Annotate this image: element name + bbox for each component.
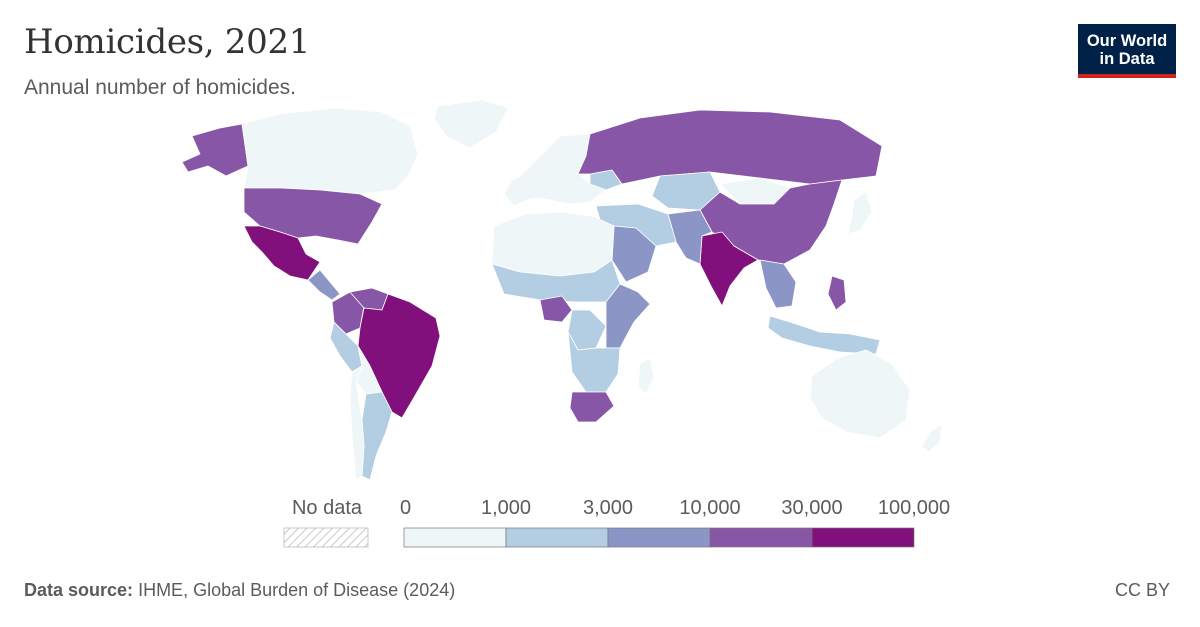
map-region-south-africa[interactable]: South Africa bbox=[569, 391, 615, 423]
data-source: Data source: IHME, Global Burden of Dise… bbox=[24, 580, 455, 601]
legend-bin-0[interactable] bbox=[403, 527, 507, 548]
chart-subtitle: Annual number of homicides. bbox=[24, 76, 296, 99]
map-region-afghanistan-pakistan[interactable]: Afghanistan & Pakistan bbox=[667, 209, 713, 265]
logo-line-1: Our World bbox=[1086, 32, 1168, 50]
legend-bin-3[interactable] bbox=[709, 527, 813, 548]
map-region-north-africa[interactable]: North Africa bbox=[491, 211, 615, 277]
map-region-indonesia[interactable]: Indonesia bbox=[767, 315, 881, 355]
legend-tick-5: 100,000 bbox=[878, 497, 950, 519]
map-region-russia[interactable]: Russia bbox=[577, 109, 883, 185]
legend-tick-4: 30,000 bbox=[781, 497, 842, 519]
map-region-japan[interactable]: Japan bbox=[847, 191, 873, 235]
map-region-madagascar[interactable]: Madagascar bbox=[637, 357, 655, 395]
map-region-chile[interactable]: Chile bbox=[349, 365, 365, 481]
map-region-alaska[interactable]: USA (Alaska) bbox=[181, 123, 249, 177]
map-region-new-zealand[interactable]: New Zealand bbox=[921, 423, 943, 453]
map-region-mexico[interactable]: Mexico bbox=[243, 225, 321, 281]
legend-bin-1[interactable] bbox=[505, 527, 609, 548]
map-region-nigeria[interactable]: Nigeria bbox=[539, 295, 573, 323]
map-region-central-america[interactable]: Central America bbox=[307, 269, 341, 301]
legend-no-data-swatch bbox=[283, 527, 369, 548]
legend-no-data-label: No data bbox=[292, 497, 363, 519]
legend-tick-1: 1,000 bbox=[481, 497, 531, 519]
map-region-australia[interactable]: Australia bbox=[809, 349, 911, 439]
license-link[interactable]: CC BY bbox=[1114, 580, 1170, 600]
map-region-east-africa[interactable]: East Africa bbox=[605, 283, 651, 349]
map-region-canada[interactable]: Canada bbox=[241, 107, 419, 195]
legend-tick-2: 3,000 bbox=[583, 497, 633, 519]
data-source-label: Data source: bbox=[24, 580, 134, 600]
owid-logo[interactable]: Our World in Data bbox=[1078, 24, 1176, 78]
map-region-southern-africa[interactable]: Southern Africa bbox=[567, 331, 621, 393]
world-map: USA (Alaska)CanadaGreenlandUnited States… bbox=[181, 99, 943, 481]
data-source-text: IHME, Global Burden of Disease (2024) bbox=[138, 580, 456, 600]
chart-title: Homicides, 2021 bbox=[24, 22, 311, 62]
map-region-greenland[interactable]: Greenland bbox=[433, 99, 509, 149]
legend-bin-4[interactable] bbox=[811, 527, 915, 548]
map-region-argentina[interactable]: Argentina bbox=[361, 391, 393, 481]
color-legend: No data 0 1,000 3,000 10,000 30,000 100,000 bbox=[283, 497, 950, 548]
map-region-india[interactable]: India bbox=[699, 231, 759, 307]
legend-tick-3: 10,000 bbox=[679, 497, 740, 519]
legend-tick-0: 0 bbox=[400, 497, 411, 519]
map-region-europe[interactable]: Europe bbox=[503, 133, 607, 207]
legend-bin-2[interactable] bbox=[607, 527, 711, 548]
map-region-southeast-asia[interactable]: Southeast Asia bbox=[759, 259, 797, 309]
logo-line-2: in Data bbox=[1099, 50, 1155, 68]
map-region-philippines[interactable]: Philippines bbox=[827, 275, 847, 311]
